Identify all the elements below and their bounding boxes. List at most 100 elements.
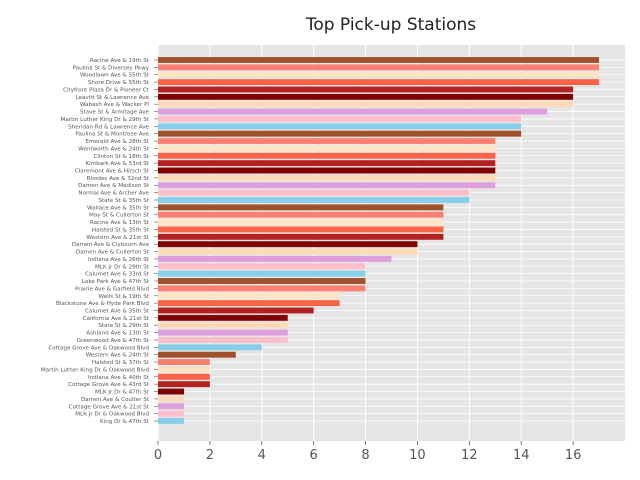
y-tick-label: Woodlawn Ave & 55th St bbox=[80, 73, 150, 79]
bar bbox=[158, 123, 522, 130]
chart-title: Top Pick-up Stations bbox=[305, 15, 476, 35]
y-tick-label: MLK Jr Dr & Oakwood Blvd bbox=[75, 412, 149, 418]
bar bbox=[158, 366, 210, 373]
bar bbox=[158, 174, 496, 181]
bar bbox=[158, 418, 184, 424]
y-tick-label: Blackstone Ave & Hyde Park Blvd bbox=[56, 301, 149, 307]
y-tick-label: MLK Jr Dr & 47th St bbox=[95, 390, 150, 396]
bar bbox=[158, 152, 496, 159]
bar bbox=[158, 101, 574, 108]
y-tick-label: May St & Cullerton St bbox=[89, 213, 150, 219]
bar bbox=[158, 197, 470, 203]
bars bbox=[158, 57, 600, 424]
bar bbox=[158, 270, 366, 277]
bar bbox=[158, 167, 496, 174]
bar bbox=[158, 278, 366, 284]
bar bbox=[158, 160, 496, 167]
bar bbox=[158, 182, 496, 189]
y-tick-label: Damen Ave & Clybourn Ave bbox=[72, 242, 150, 248]
bar bbox=[158, 86, 574, 93]
bar bbox=[158, 226, 444, 233]
bar bbox=[158, 300, 340, 307]
x-tick-label: 16 bbox=[565, 448, 582, 463]
bar bbox=[158, 307, 314, 314]
bar bbox=[158, 314, 288, 321]
bar bbox=[158, 189, 470, 196]
bar bbox=[158, 71, 600, 78]
x-tick-labels: 0 2 4 6 8 10 12 14 16 bbox=[154, 441, 582, 463]
y-tick-label: California Ave & 21st St bbox=[83, 316, 150, 322]
y-tick-label: Rhodes Ave & 32nd St bbox=[87, 176, 150, 182]
bar bbox=[158, 292, 340, 299]
y-tick-label: Western Ave & 24th St bbox=[86, 353, 150, 359]
y-tick-label: Martin Luther King Dr & Oakwood Blvd bbox=[41, 367, 150, 373]
y-tick-label: Damen Ave & Madison St bbox=[78, 183, 150, 189]
bar bbox=[158, 329, 288, 336]
x-tick-label: 0 bbox=[154, 448, 162, 463]
bar bbox=[158, 263, 366, 270]
bar bbox=[158, 108, 548, 115]
bar bbox=[158, 410, 184, 417]
bar bbox=[158, 373, 210, 380]
y-tick-label: Clinton St & 18th St bbox=[93, 154, 149, 160]
y-tick-label: State St & 29th St bbox=[98, 323, 149, 329]
x-tick-label: 2 bbox=[206, 448, 214, 463]
y-tick-label: Damen Ave & Coulter St bbox=[81, 397, 150, 403]
bar bbox=[158, 138, 496, 144]
y-tick-label: Cottage Grove Ave & 43rd St bbox=[68, 382, 150, 388]
x-tick-label: 8 bbox=[361, 448, 369, 463]
y-tick-label: Calumet Ave & 33rd St bbox=[85, 272, 150, 278]
y-tick-label: Halsted St & 35th St bbox=[92, 227, 150, 233]
bar bbox=[158, 64, 600, 71]
x-tick-label: 10 bbox=[409, 448, 426, 463]
bar bbox=[158, 79, 600, 86]
bar bbox=[158, 344, 262, 351]
x-tick-label: 14 bbox=[513, 448, 530, 463]
y-tick-label: Kimbark Ave & 53rd St bbox=[85, 161, 149, 167]
bar bbox=[158, 57, 600, 63]
y-tick-label: Indiana Ave & 40th St bbox=[88, 375, 150, 381]
y-tick-label: Halsted St & 37th St bbox=[92, 360, 150, 366]
bar bbox=[158, 322, 288, 329]
y-tick-label: Normal Ave & Archer Ave bbox=[78, 191, 149, 197]
y-tick-label: Cottage Grove Ave & 21st St bbox=[69, 404, 150, 410]
y-tick-label: Paulina St & Diversey Pkwy bbox=[73, 65, 150, 71]
bar bbox=[158, 359, 210, 366]
bar bbox=[158, 285, 366, 292]
y-tick-label: Emerald Ave & 28th St bbox=[85, 139, 149, 145]
y-tick-label: Western Ave & 21st St bbox=[86, 235, 149, 241]
x-tick-label: 4 bbox=[258, 448, 266, 463]
y-tick-label: State St & 35th St bbox=[98, 198, 149, 204]
bar bbox=[158, 381, 210, 388]
bar bbox=[158, 204, 444, 211]
x-tick-label: 12 bbox=[461, 448, 478, 463]
y-tick-label: Cottage Grove Ave & Oakwood Blvd bbox=[48, 345, 149, 351]
y-tick-label: Wentworth Ave & 24th St bbox=[78, 146, 150, 152]
y-tick-label: Ashland Ave & 13th St bbox=[86, 331, 149, 337]
bar bbox=[158, 219, 444, 226]
y-tick-label: King Dr & 47th St bbox=[100, 419, 150, 425]
y-tick-label: Wells St & 19th St bbox=[99, 294, 150, 300]
y-tick-label: Wabash Ave & Wacker Pl bbox=[80, 102, 150, 108]
y-tick-label: Claremont Ave & Hirsch St bbox=[75, 169, 150, 175]
bar bbox=[158, 145, 496, 152]
y-tick-label: Martin Luther King Dr & 29th St bbox=[61, 117, 150, 123]
y-tick-label: Greenwood Ave & 47th St bbox=[77, 338, 150, 344]
bar bbox=[158, 211, 444, 218]
y-tick-label: Wallace Ave & 35th St bbox=[87, 205, 150, 211]
y-tick-label: Stave St & Armitage Ave bbox=[80, 110, 150, 116]
y-tick-label: Calumet Ave & 35th St bbox=[85, 308, 150, 314]
bar bbox=[158, 351, 236, 358]
bar bbox=[158, 130, 522, 137]
y-tick-label: Racine Ave & 19th St bbox=[90, 58, 150, 64]
y-tick-label: Prairie Ave & Garfield Blvd bbox=[75, 286, 149, 292]
bar bbox=[158, 403, 184, 410]
y-tick-label: MLK Jr Dr & 29th St bbox=[95, 264, 150, 270]
y-tick-label: Damen Ave & Cullerton St bbox=[76, 250, 150, 256]
y-tick-label: Sheridan Rd & Lawrence Ave bbox=[68, 124, 149, 130]
bar bbox=[158, 241, 418, 248]
bar bbox=[158, 93, 574, 100]
y-tick-label: Paulina St & Montrose Ave bbox=[75, 132, 149, 138]
y-tick-label: Cityfront Plaza Dr & Pioneer Ct bbox=[63, 87, 150, 93]
